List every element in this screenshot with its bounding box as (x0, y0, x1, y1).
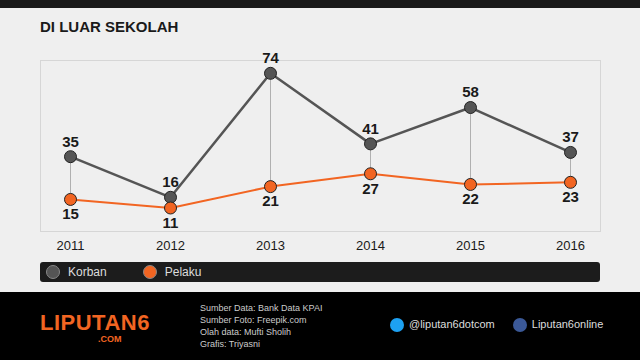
html-text:Grafis: Triyasni: Grafis: Triyasni (200, 339, 260, 349)
svg-text:15: 15 (62, 205, 79, 222)
svg-text:21: 21 (262, 192, 279, 209)
html-text:Sumber Foto: Freepik.com: Sumber Foto: Freepik.com (200, 315, 307, 325)
html-text:Korban: Korban (68, 265, 107, 279)
html-text:DI LUAR SEKOLAH: DI LUAR SEKOLAH (40, 18, 179, 35)
svg-text:2016: 2016 (556, 238, 585, 253)
html-text:Liputan6online: Liputan6online (531, 318, 604, 330)
svg-text:2015: 2015 (456, 238, 485, 253)
svg-text:2012: 2012 (156, 238, 185, 253)
html-text:LIPUTAN6: LIPUTAN6 (40, 310, 150, 335)
svg-text:58: 58 (462, 83, 479, 100)
svg-text:37: 37 (562, 128, 579, 145)
svg-text:16: 16 (162, 173, 179, 190)
html-text:Olah data: Mufti Sholih: Olah data: Mufti Sholih (200, 327, 292, 337)
html-text:Sumber Data: Bank Data KPAI: Sumber Data: Bank Data KPAI (200, 303, 323, 313)
svg-text:23: 23 (562, 188, 579, 205)
html-text:.COM: .COM (98, 334, 122, 344)
svg-text:2011: 2011 (57, 238, 85, 253)
svg-text:41: 41 (362, 120, 379, 137)
svg-text:2013: 2013 (256, 238, 285, 253)
svg-text:27: 27 (362, 180, 379, 197)
html-text:Pelaku: Pelaku (164, 265, 202, 279)
svg-text:22: 22 (462, 190, 479, 207)
html-text:@liputan6dotcom: @liputan6dotcom (409, 318, 495, 330)
svg-text:11: 11 (163, 214, 179, 231)
svg-text:2014: 2014 (356, 238, 385, 253)
svg-text:35: 35 (62, 132, 79, 149)
svg-text:74: 74 (262, 49, 279, 66)
